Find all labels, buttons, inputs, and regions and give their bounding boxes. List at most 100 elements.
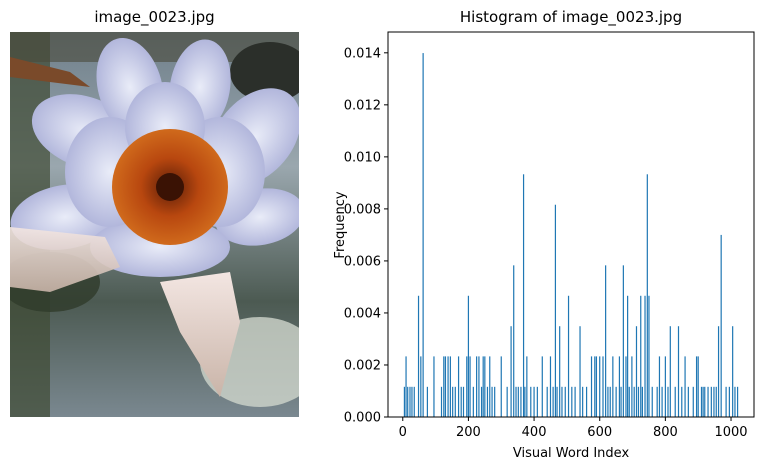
bar — [443, 356, 445, 417]
bar — [552, 386, 554, 417]
bar — [541, 356, 543, 417]
bar — [736, 386, 739, 417]
bar — [409, 386, 411, 417]
bar — [411, 386, 413, 417]
bar — [582, 386, 584, 417]
bar — [417, 295, 420, 417]
bar — [480, 386, 483, 417]
bar — [687, 386, 689, 417]
bar — [637, 386, 640, 417]
y-axis: 0.000 0.002 0.004 0.006 0.008 0.010 0.012 0.014 — [344, 46, 388, 426]
bar — [585, 386, 588, 417]
x-tick-label: 800 — [653, 425, 678, 440]
bar — [489, 356, 491, 417]
x-tick-label: 1000 — [714, 425, 747, 440]
bar — [530, 386, 532, 417]
bar — [510, 326, 512, 417]
bar — [734, 386, 736, 417]
bar — [476, 356, 478, 417]
bar — [677, 326, 680, 417]
bar — [522, 174, 525, 417]
y-tick-label: 0.008 — [344, 202, 381, 217]
bar — [707, 386, 709, 417]
bar — [633, 386, 635, 417]
bar — [420, 356, 422, 417]
bar — [491, 386, 493, 417]
bar — [407, 386, 409, 417]
bar — [574, 386, 576, 417]
bar — [669, 326, 671, 417]
bar — [567, 295, 570, 417]
y-tick-label: 0.006 — [344, 254, 381, 269]
bar — [695, 356, 698, 417]
flower-photo — [10, 32, 299, 417]
bar — [433, 356, 435, 417]
chart-title: Histogram of image_0023.jpg — [459, 8, 683, 26]
bar — [702, 386, 704, 417]
bar — [607, 386, 609, 417]
x-tick-label: 200 — [456, 425, 481, 440]
bar — [520, 386, 522, 417]
water-lily-image — [10, 32, 299, 417]
bar — [564, 386, 566, 417]
x-tick-label: 0 — [399, 425, 407, 440]
bar — [422, 53, 424, 417]
bar — [646, 174, 648, 417]
bar — [571, 386, 573, 417]
bar — [413, 386, 415, 417]
bar — [403, 386, 406, 417]
bar — [526, 356, 528, 417]
y-tick-label: 0.000 — [344, 411, 381, 426]
y-tick-label: 0.012 — [344, 98, 381, 113]
bar — [640, 295, 642, 417]
bar — [620, 386, 622, 417]
bar — [536, 386, 538, 417]
bar — [704, 386, 706, 417]
bar — [605, 265, 607, 417]
bar — [478, 356, 480, 417]
bar — [452, 386, 454, 417]
bar — [472, 386, 474, 417]
bar — [494, 386, 496, 417]
bar — [667, 386, 669, 417]
bar — [482, 356, 484, 417]
bar — [728, 386, 730, 417]
bar — [717, 326, 720, 417]
bar — [700, 386, 703, 417]
bar — [631, 356, 633, 417]
bars-group — [403, 53, 739, 417]
bar — [517, 386, 519, 417]
bar — [625, 356, 627, 417]
bar — [692, 386, 694, 417]
bar — [579, 326, 581, 417]
bar — [554, 204, 557, 417]
bar — [559, 326, 561, 417]
bar — [599, 356, 601, 417]
bar — [618, 356, 621, 417]
bar — [609, 386, 611, 417]
bar — [661, 386, 663, 417]
bar — [484, 356, 486, 417]
bar — [674, 386, 676, 417]
bar — [454, 386, 456, 417]
bar — [460, 386, 462, 417]
bar — [462, 386, 465, 417]
bar — [524, 386, 526, 417]
bar — [644, 295, 646, 417]
bar — [664, 356, 666, 417]
bar — [710, 386, 712, 417]
bar — [513, 265, 515, 417]
bar — [713, 386, 715, 417]
bar — [556, 386, 558, 417]
bar — [615, 386, 617, 417]
bar — [684, 356, 686, 417]
bar — [469, 356, 471, 417]
y-tick-label: 0.002 — [344, 358, 381, 373]
bar — [486, 386, 489, 417]
bar — [447, 356, 449, 417]
y-axis-label: Frequency — [333, 191, 348, 258]
bar — [466, 356, 468, 417]
bar — [651, 386, 653, 417]
bar — [449, 356, 451, 417]
